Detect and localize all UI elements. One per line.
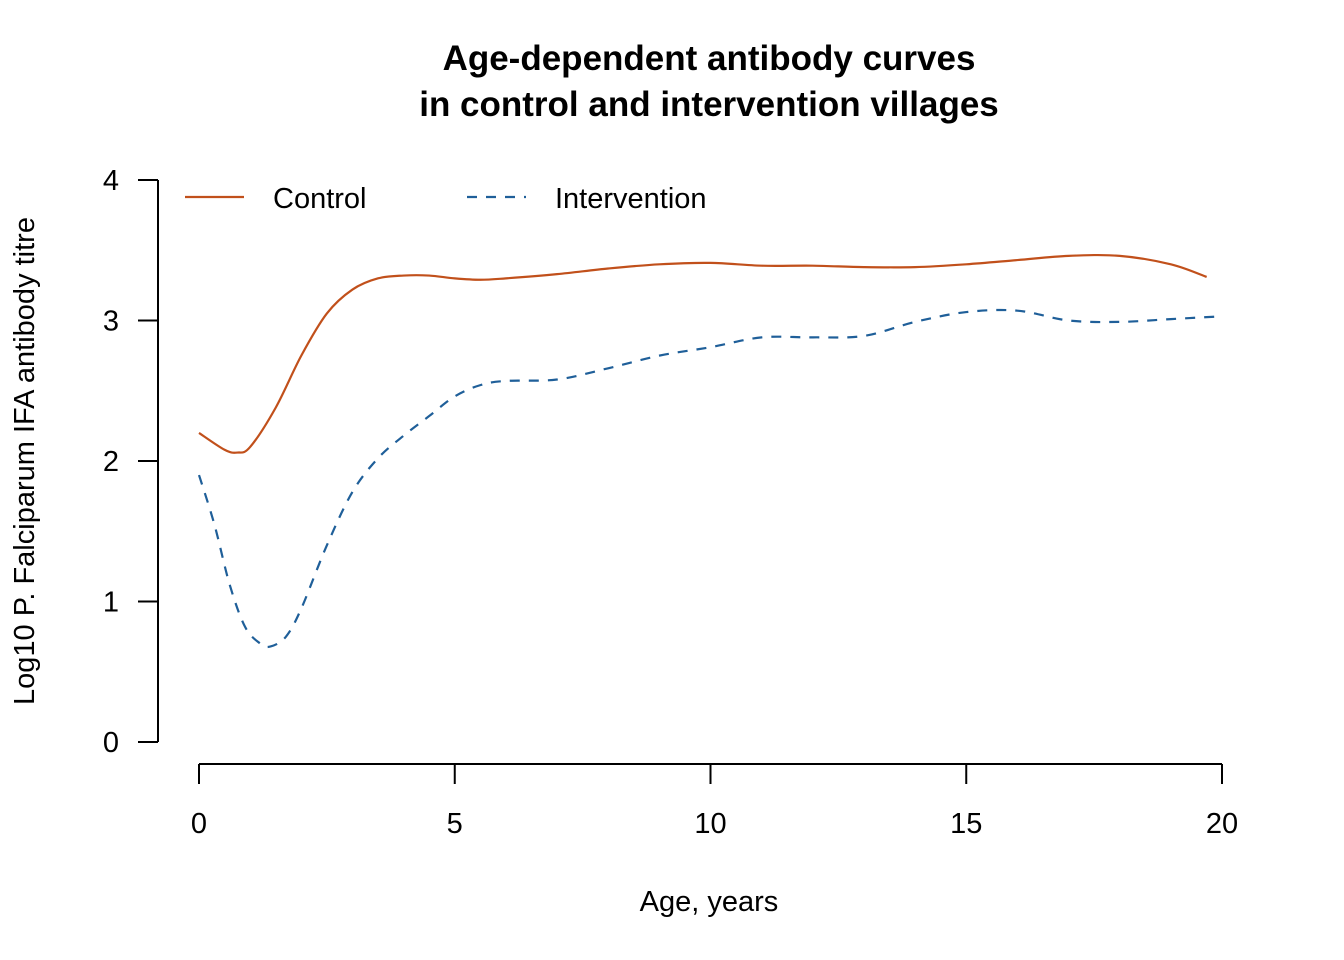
x-tick-label: 10 — [694, 808, 726, 840]
y-tick-label: 4 — [103, 165, 119, 197]
y-tick-label: 1 — [103, 587, 119, 619]
y-tick-label: 3 — [103, 306, 119, 338]
chart-title-line-1: Age-dependent antibody curves — [443, 39, 976, 78]
y-tick-label: 0 — [103, 727, 119, 759]
legend-label-control: Control — [273, 183, 367, 215]
y-axis: 0 1 2 3 4 — [103, 165, 159, 759]
chart-title-line-2: in control and intervention villages — [419, 85, 999, 124]
x-tick-label: 5 — [447, 808, 463, 840]
series-layer — [197, 253, 1223, 649]
legend-label-intervention: Intervention — [555, 183, 707, 215]
x-tick-label: 0 — [191, 808, 207, 840]
y-axis-label: Log10 P. Falciparum IFA antibody titre — [9, 217, 41, 705]
x-axis: 0 5 10 15 20 — [191, 763, 1238, 840]
x-tick-label: 20 — [1206, 808, 1238, 840]
x-axis-label: Age, years — [640, 886, 779, 918]
series-line-intervention — [197, 308, 1223, 649]
y-tick-label: 2 — [103, 446, 119, 478]
legend: Control Intervention — [185, 183, 707, 215]
x-tick-label: 15 — [950, 808, 982, 840]
series-line-control — [198, 253, 1208, 454]
